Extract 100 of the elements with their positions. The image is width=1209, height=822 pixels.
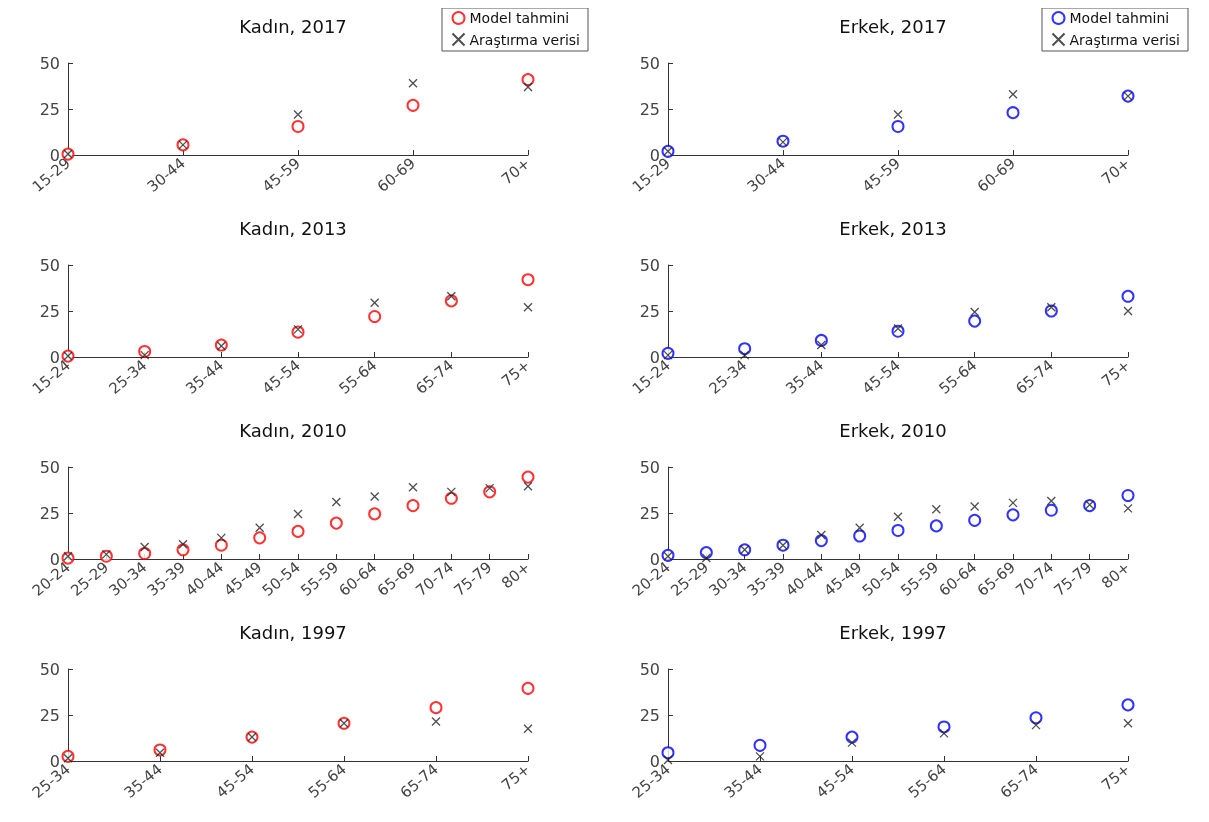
- y-tick-label: 25: [39, 301, 60, 321]
- y-tick-label: 50: [39, 255, 60, 275]
- y-tick-label: 25: [639, 99, 660, 119]
- point: [740, 350, 750, 360]
- point: [140, 542, 150, 552]
- point: [446, 291, 456, 301]
- point: [214, 538, 228, 552]
- legend-label: Araştırma verisi: [469, 31, 581, 48]
- x-tick-label: 75+: [1097, 356, 1134, 391]
- point: [816, 340, 826, 350]
- point: [931, 504, 941, 514]
- point: [523, 481, 533, 491]
- point: [891, 119, 905, 133]
- point: [406, 499, 420, 513]
- point: [1121, 289, 1135, 303]
- y-tick-label: 50: [639, 457, 660, 477]
- point: [521, 73, 535, 87]
- point: [753, 738, 767, 752]
- chart-title: Erkek, 2017: [839, 15, 947, 37]
- point: [429, 701, 443, 715]
- point: [1031, 720, 1041, 730]
- point: [406, 98, 420, 112]
- point: [968, 513, 982, 527]
- point: [253, 531, 267, 545]
- legend-label: Model tahmini: [1069, 10, 1170, 26]
- chart-title: Erkek, 2010: [839, 419, 947, 441]
- point: [523, 82, 533, 92]
- point: [291, 524, 305, 538]
- point: [1121, 489, 1135, 503]
- point: [755, 751, 765, 762]
- point: [970, 501, 980, 512]
- y-tick-label: 50: [639, 255, 660, 275]
- point: [853, 529, 867, 543]
- point: [370, 491, 380, 502]
- point: [939, 728, 949, 739]
- y-tick-label: 50: [39, 53, 60, 73]
- x-tick-label: 75+: [1097, 760, 1134, 795]
- legend-label: Araştırma verisi: [1069, 31, 1181, 48]
- point: [661, 746, 675, 760]
- legend-label: Model tahmini: [469, 10, 570, 26]
- x-tick-label: 70+: [497, 154, 534, 189]
- chart-title: Erkek, 1997: [839, 621, 947, 643]
- point: [140, 350, 150, 360]
- point: [1046, 496, 1056, 506]
- point: [523, 302, 533, 312]
- point: [663, 350, 673, 360]
- point: [408, 482, 418, 492]
- point: [1029, 711, 1043, 725]
- y-tick-label: 25: [39, 705, 60, 725]
- point: [331, 497, 341, 507]
- point: [1044, 503, 1058, 517]
- chart-title: Kadın, 1997: [239, 621, 347, 643]
- point: [663, 755, 673, 765]
- x-tick-label: 70+: [1097, 154, 1134, 189]
- point: [368, 310, 382, 324]
- point: [1121, 698, 1135, 712]
- point: [847, 737, 857, 748]
- point: [370, 298, 380, 308]
- point: [255, 523, 265, 533]
- point: [63, 551, 73, 561]
- point: [855, 523, 865, 533]
- point: [968, 314, 982, 328]
- chart-title: Kadın, 2010: [239, 419, 347, 441]
- point: [1006, 106, 1020, 120]
- point: [368, 507, 382, 521]
- y-tick-label: 25: [39, 99, 60, 119]
- point: [891, 523, 905, 537]
- point: [446, 487, 456, 497]
- point: [63, 753, 73, 763]
- point: [521, 470, 535, 484]
- point: [1006, 508, 1020, 522]
- point: [293, 109, 303, 120]
- point: [216, 533, 226, 543]
- point: [1123, 718, 1133, 728]
- point: [293, 324, 303, 335]
- y-tick-label: 25: [639, 705, 660, 725]
- chart-title: Kadın, 2013: [239, 217, 347, 239]
- chart-title: Erkek, 2013: [839, 217, 947, 239]
- y-tick-label: 25: [639, 301, 660, 321]
- point: [521, 273, 535, 287]
- point: [329, 516, 343, 530]
- point: [431, 716, 441, 727]
- x-tick-label: 75+: [497, 760, 534, 795]
- point: [521, 681, 535, 695]
- point: [1008, 89, 1018, 99]
- point: [1008, 498, 1018, 508]
- point: [816, 530, 826, 540]
- chart-title: Kadın, 2017: [239, 15, 347, 37]
- point: [893, 512, 903, 522]
- point: [1123, 503, 1133, 514]
- y-tick-label: 50: [639, 659, 660, 679]
- point: [929, 519, 943, 533]
- x-tick-label: 80+: [497, 558, 534, 593]
- point: [178, 539, 188, 549]
- point: [893, 323, 903, 334]
- point: [970, 307, 980, 317]
- x-tick-label: 75+: [497, 356, 534, 391]
- point: [1123, 306, 1133, 316]
- point: [701, 553, 711, 563]
- point: [293, 509, 303, 519]
